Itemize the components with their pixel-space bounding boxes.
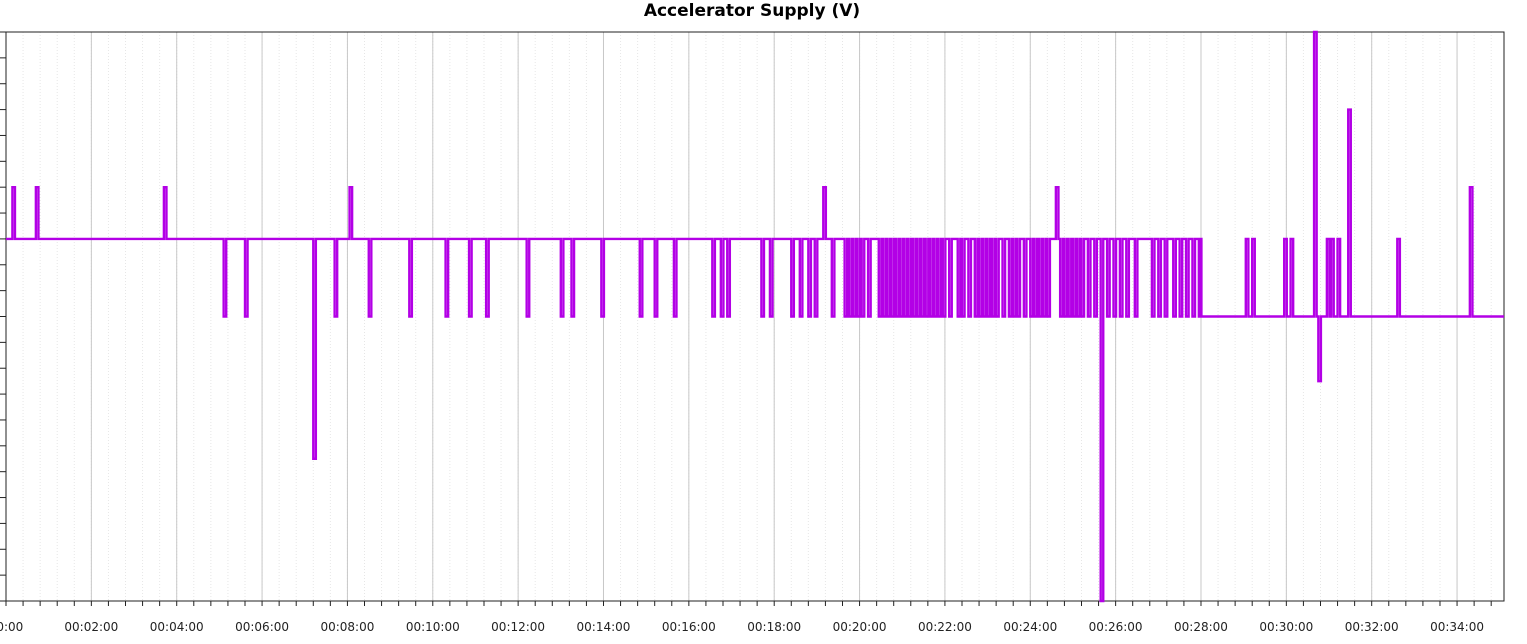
x-tick-label: 00:10:00 bbox=[406, 620, 460, 634]
x-tick-label: 00:14:00 bbox=[577, 620, 631, 634]
x-tick-label: 00:08:00 bbox=[320, 620, 374, 634]
x-axis-tick-labels: 00:00 00:02:00 00:04:00 00:06:00 00:08:00 00:… bbox=[0, 620, 1484, 634]
x-tick-label: 00:18:00 bbox=[747, 620, 801, 634]
x-tick-label: 00:04:00 bbox=[150, 620, 204, 634]
x-tick-label: 00:02:00 bbox=[64, 620, 118, 634]
x-tick-label: 00:26:00 bbox=[1089, 620, 1143, 634]
x-tick-label: 00:22:00 bbox=[918, 620, 972, 634]
x-axis-ticks bbox=[5, 601, 1492, 606]
x-tick-label: 00:12:00 bbox=[491, 620, 545, 634]
x-tick-label: 00:20:00 bbox=[833, 620, 887, 634]
x-tick-label: 00:30:00 bbox=[1259, 620, 1313, 634]
x-tick-label: 00:16:00 bbox=[662, 620, 716, 634]
x-tick-label: 00:34:00 bbox=[1430, 620, 1484, 634]
y-axis-ticks bbox=[0, 31, 6, 602]
x-tick-label: 00:00 bbox=[0, 620, 23, 634]
x-tick-label: 00:28:00 bbox=[1174, 620, 1228, 634]
chart-title: Accelerator Supply (V) bbox=[643, 1, 861, 21]
series-line-accelerator-supply bbox=[6, 30, 1504, 603]
x-tick-label: 00:32:00 bbox=[1345, 620, 1399, 634]
x-tick-label: 00:24:00 bbox=[1003, 620, 1057, 634]
x-tick-label: 00:06:00 bbox=[235, 620, 289, 634]
